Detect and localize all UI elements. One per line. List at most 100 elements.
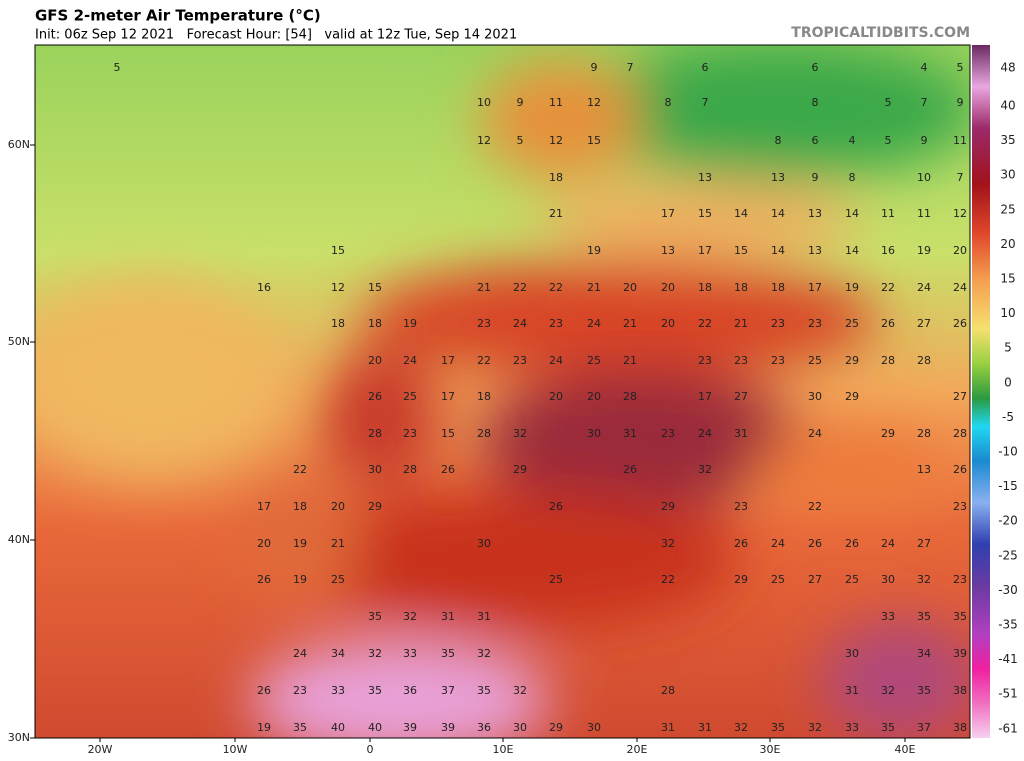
temperature-label: 26 bbox=[441, 463, 455, 476]
temperature-label: 25 bbox=[845, 573, 859, 586]
temperature-label: 24 bbox=[808, 427, 822, 440]
temperature-label: 28 bbox=[917, 354, 931, 367]
temperature-label: 24 bbox=[881, 537, 895, 550]
temperature-label: 25 bbox=[403, 390, 417, 403]
lon-label: 20W bbox=[88, 743, 113, 756]
temperature-label: 29 bbox=[845, 354, 859, 367]
temperature-label: 23 bbox=[477, 317, 491, 330]
temperature-label: 25 bbox=[587, 354, 601, 367]
temperature-label: 18 bbox=[698, 281, 712, 294]
colorbar-label: -20 bbox=[998, 514, 1018, 528]
temperature-label: 7 bbox=[702, 96, 709, 109]
temperature-label: 36 bbox=[403, 684, 417, 697]
temperature-label: 31 bbox=[477, 610, 491, 623]
temperature-label: 17 bbox=[257, 500, 271, 513]
temperature-label: 5 bbox=[957, 61, 964, 74]
temperature-label: 10 bbox=[477, 96, 491, 109]
temperature-label: 21 bbox=[549, 207, 563, 220]
temperature-label: 28 bbox=[881, 354, 895, 367]
temperature-label: 5 bbox=[517, 134, 524, 147]
temperature-label: 23 bbox=[771, 317, 785, 330]
temperature-label: 35 bbox=[368, 684, 382, 697]
temperature-label: 13 bbox=[698, 171, 712, 184]
temperature-label: 35 bbox=[881, 721, 895, 734]
temperature-label: 37 bbox=[441, 684, 455, 697]
temperature-label: 23 bbox=[698, 354, 712, 367]
temperature-label: 9 bbox=[591, 61, 598, 74]
lon-label: 40E bbox=[895, 743, 916, 756]
colorbar-label: -61 bbox=[998, 721, 1018, 735]
temperature-label: 26 bbox=[623, 463, 637, 476]
temperature-label: 15 bbox=[368, 281, 382, 294]
temperature-label: 30 bbox=[587, 427, 601, 440]
temperature-label: 14 bbox=[771, 244, 785, 257]
temperature-label: 12 bbox=[477, 134, 491, 147]
temperature-label: 21 bbox=[587, 281, 601, 294]
temperature-label: 35 bbox=[441, 647, 455, 660]
temperature-label: 18 bbox=[549, 171, 563, 184]
temperature-label: 23 bbox=[734, 500, 748, 513]
temperature-label: 24 bbox=[513, 317, 527, 330]
temperature-label: 33 bbox=[403, 647, 417, 660]
temperature-label: 31 bbox=[698, 721, 712, 734]
temperature-label: 20 bbox=[587, 390, 601, 403]
temperature-label: 31 bbox=[734, 427, 748, 440]
temperature-label: 18 bbox=[293, 500, 307, 513]
temperature-label: 20 bbox=[661, 281, 675, 294]
temperature-label: 28 bbox=[623, 390, 637, 403]
temperature-label: 20 bbox=[549, 390, 563, 403]
temperature-label: 9 bbox=[921, 134, 928, 147]
temperature-label: 29 bbox=[845, 390, 859, 403]
temperature-label: 27 bbox=[917, 317, 931, 330]
temperature-label: 24 bbox=[771, 537, 785, 550]
temperature-label: 20 bbox=[368, 354, 382, 367]
temperature-label: 28 bbox=[477, 427, 491, 440]
temperature-label: 22 bbox=[513, 281, 527, 294]
temperature-label: 32 bbox=[881, 684, 895, 697]
temperature-label: 30 bbox=[845, 647, 859, 660]
site-name: TROPICALTIDBITS.COM bbox=[791, 25, 970, 41]
temperature-label: 14 bbox=[771, 207, 785, 220]
temperature-label: 32 bbox=[513, 427, 527, 440]
temperature-label: 30 bbox=[587, 721, 601, 734]
temperature-label: 15 bbox=[587, 134, 601, 147]
colorbar-label: -10 bbox=[998, 445, 1018, 459]
colorbar-label: 5 bbox=[1004, 341, 1012, 355]
temperature-label: 23 bbox=[549, 317, 563, 330]
temperature-label: 29 bbox=[734, 573, 748, 586]
temperature-label: 15 bbox=[331, 244, 345, 257]
temperature-label: 7 bbox=[921, 96, 928, 109]
temperature-label: 29 bbox=[368, 500, 382, 513]
colorbar-label: 35 bbox=[1000, 133, 1015, 147]
lat-label: 30N bbox=[8, 731, 30, 744]
temperature-label: 12 bbox=[331, 281, 345, 294]
temperature-label: 10 bbox=[917, 171, 931, 184]
temperature-label: 39 bbox=[403, 721, 417, 734]
temperature-label: 39 bbox=[441, 721, 455, 734]
temperature-label: 16 bbox=[881, 244, 895, 257]
colorbar-label: -25 bbox=[998, 548, 1018, 562]
temperature-label: 8 bbox=[775, 134, 782, 147]
temperature-label: 4 bbox=[849, 134, 856, 147]
temperature-label: 11 bbox=[881, 207, 895, 220]
temperature-label: 36 bbox=[477, 721, 491, 734]
temperature-label: 32 bbox=[917, 573, 931, 586]
colorbar-label: 30 bbox=[1000, 168, 1015, 182]
temperature-label: 27 bbox=[734, 390, 748, 403]
temperature-label: 34 bbox=[331, 647, 345, 660]
temperature-label: 14 bbox=[845, 207, 859, 220]
temperature-label: 35 bbox=[953, 610, 967, 623]
temperature-label: 17 bbox=[661, 207, 675, 220]
temperature-label: 5 bbox=[114, 61, 121, 74]
temperature-label: 20 bbox=[953, 244, 967, 257]
temperature-field bbox=[35, 45, 970, 738]
temperature-label: 33 bbox=[845, 721, 859, 734]
temperature-label: 32 bbox=[808, 721, 822, 734]
temperature-label: 38 bbox=[953, 684, 967, 697]
temperature-label: 40 bbox=[331, 721, 345, 734]
temperature-label: 11 bbox=[953, 134, 967, 147]
temperature-label: 38 bbox=[953, 721, 967, 734]
temperature-label: 24 bbox=[293, 647, 307, 660]
temperature-label: 19 bbox=[293, 537, 307, 550]
